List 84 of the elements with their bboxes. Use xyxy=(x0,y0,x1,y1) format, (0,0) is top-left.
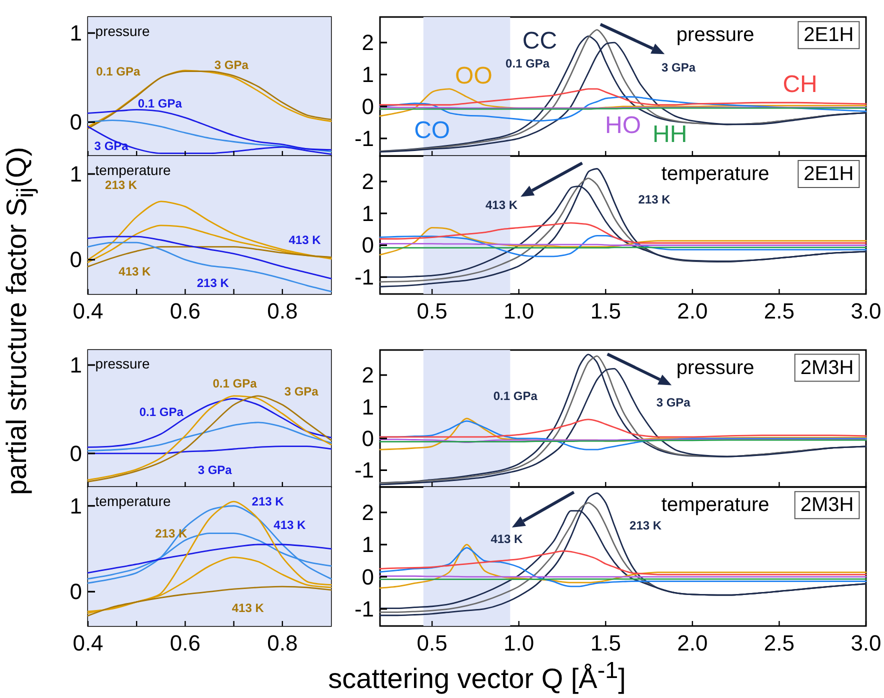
y-tick-label: 0 xyxy=(362,94,374,119)
annotation: 213 K xyxy=(630,518,662,532)
y-tick-label: -1 xyxy=(354,264,374,290)
annotation: temperature xyxy=(95,162,171,178)
annotation: 2M3H xyxy=(800,356,854,379)
x-tick-label: 0.5 xyxy=(416,298,448,324)
annotation: 0.1 GPa xyxy=(138,96,182,110)
annotation: 3 GPa xyxy=(662,60,696,74)
series-label: CO xyxy=(414,116,450,144)
annotation: 213 K xyxy=(155,526,188,540)
annotation: 3 GPa xyxy=(198,463,232,478)
y-tick-label: -1 xyxy=(354,596,374,622)
annotation: 0.1 GPa xyxy=(506,56,550,70)
y-tick-label: 1 xyxy=(362,62,374,88)
y-tick-label: 1 xyxy=(362,200,374,226)
y-tick-label: 2 xyxy=(362,168,374,194)
x-tick-label: 0.8 xyxy=(267,298,298,324)
annotation: 3 GPa xyxy=(284,384,319,399)
annotation: 0.1 GPa xyxy=(212,376,258,391)
annotation: 2M3H xyxy=(800,494,854,516)
y-tick-label: 0 xyxy=(362,426,374,451)
x-tick-label: 0.4 xyxy=(72,630,104,656)
x-tick-label: 1.5 xyxy=(590,630,621,656)
annotation: 413 K xyxy=(490,532,524,546)
annotation: pressure xyxy=(95,356,150,372)
annotation: pressure xyxy=(676,24,754,46)
annotation: 3 GPa xyxy=(214,58,249,72)
annotation: 2E1H xyxy=(804,24,854,46)
x-tick-label: 1.0 xyxy=(504,630,534,656)
y-tick-label: 0 xyxy=(362,232,374,258)
y-tick-label: 2 xyxy=(362,362,374,388)
y-tick-label: 2 xyxy=(362,30,374,56)
annotation: temperature xyxy=(661,162,770,185)
x-tick-label: 3.0 xyxy=(850,630,882,656)
x-tick-label: 0.6 xyxy=(170,298,200,324)
x-tick-label: 2.5 xyxy=(764,630,795,656)
legend-label: CC xyxy=(522,27,558,54)
y-tick-label: 0 xyxy=(70,110,82,135)
series-label: HH xyxy=(652,120,688,148)
x-tick-label: 0.5 xyxy=(416,630,448,656)
annotation: 213 K xyxy=(196,276,230,290)
annotation: 413 K xyxy=(118,264,151,279)
y-tick-label: 1 xyxy=(70,20,82,46)
y-tick-label: 1 xyxy=(70,352,82,378)
annotation: pressure xyxy=(676,356,754,379)
annotation: 413 K xyxy=(288,233,322,247)
x-tick-label: 1.5 xyxy=(590,298,621,324)
annotation: 0.1 GPa xyxy=(96,64,140,78)
x-tick-label: 0.6 xyxy=(170,630,200,656)
annotation: temperature xyxy=(661,494,770,516)
series-label: CH xyxy=(782,71,818,98)
x-tick-label: 2.5 xyxy=(764,298,795,324)
x-tick-label: 0.8 xyxy=(267,630,298,656)
y-tick-label: 0 xyxy=(70,579,82,604)
y-tick-label: 1 xyxy=(362,532,374,558)
y-tick-label: 2 xyxy=(362,500,374,525)
annotation: 413 K xyxy=(274,518,306,532)
annotation: 413 K xyxy=(485,198,518,212)
y-tick-label: 0 xyxy=(362,564,374,590)
annotation: 213 K xyxy=(105,178,138,192)
y-tick-label: 1 xyxy=(362,394,374,420)
x-tick-label: 2.0 xyxy=(677,298,708,324)
x-tick-label: 1.0 xyxy=(504,298,534,324)
x-tick-label: 0.4 xyxy=(72,298,104,324)
y-tick-label: 0 xyxy=(70,440,82,466)
series-label: OO xyxy=(455,62,492,90)
annotation: 0.1 GPa xyxy=(139,404,184,419)
y-tick-label: 1 xyxy=(70,493,82,518)
y-tick-label: -1 xyxy=(354,458,374,483)
y-tick-label: 0 xyxy=(70,247,82,272)
annotation: pressure xyxy=(95,22,150,39)
annotation: 213 K xyxy=(638,192,671,206)
x-axis-title: scattering vector Q [Å$^{-1}$] xyxy=(328,656,626,696)
y-tick-label: -1 xyxy=(354,126,374,151)
annotation: 0.1 GPa xyxy=(493,388,538,403)
annotation: 2E1H xyxy=(804,162,854,185)
x-tick-label: 3.0 xyxy=(850,298,882,324)
annotation: temperature xyxy=(95,492,171,509)
annotation: 3 GPa xyxy=(656,396,691,410)
x-tick-label: 2.0 xyxy=(677,630,708,656)
series-label: HO xyxy=(605,112,641,140)
annotation: 213 K xyxy=(252,494,284,509)
y-tick-label: 1 xyxy=(70,162,82,186)
annotation: 413 K xyxy=(232,600,264,615)
